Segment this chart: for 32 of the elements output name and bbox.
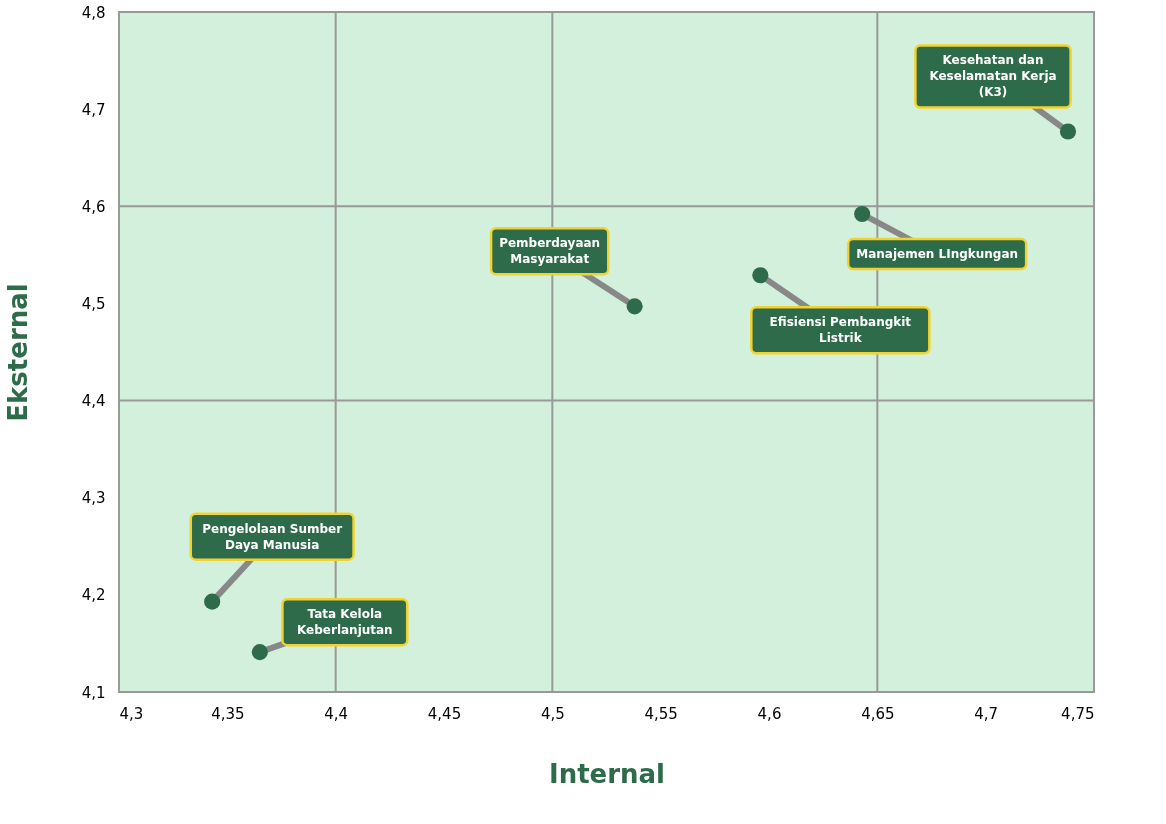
x-tick-label: 4,55	[644, 704, 678, 723]
point	[626, 298, 643, 315]
annotation: Tata Kelola Keberlanjutan	[297, 607, 393, 638]
y-tick-label: 4,8	[81, 3, 106, 22]
point	[752, 267, 769, 284]
point	[1059, 123, 1077, 140]
point	[251, 644, 268, 661]
x-tick-label: 4,3	[119, 704, 144, 723]
y-tick-label: 4,3	[81, 489, 106, 508]
y-tick-label: 4,6	[81, 197, 106, 216]
annotation: Manajemen LIngkungan	[856, 247, 1019, 262]
x-tick-label: 4,4	[324, 704, 349, 723]
annotation: Efisiensi Pembangkit Listrik	[769, 315, 912, 346]
x-tick-label: 4,7	[974, 704, 999, 723]
x-tick-label: 4,45	[427, 704, 462, 723]
x-tick-label: 4,75	[1061, 704, 1095, 723]
y-axis-title: Eksternal	[2, 283, 33, 422]
y-tick-label: 4,5	[81, 294, 106, 313]
y-tick-label: 4,1	[81, 683, 106, 702]
y-tick-label: 4,7	[81, 100, 106, 119]
y-tick-label: 4,2	[81, 586, 106, 605]
annotation: Pengelolaan Sumber Daya Manusia	[202, 521, 343, 552]
x-tick-label: 4,5	[540, 704, 565, 723]
point	[204, 593, 221, 610]
x-axis-title: Internal	[548, 758, 666, 789]
annotation: Kesehatan dan Keselamatan Kerja (K3)	[929, 53, 1057, 100]
x-tick-label: 4,65	[861, 704, 895, 723]
y-tick-label: 4,4	[81, 392, 106, 411]
x-tick-label: 4,6	[757, 704, 782, 723]
x-tick-label: 4,35	[211, 704, 245, 723]
point	[854, 206, 871, 223]
annotation: Pemberdayaan Masyarakat	[499, 236, 601, 267]
